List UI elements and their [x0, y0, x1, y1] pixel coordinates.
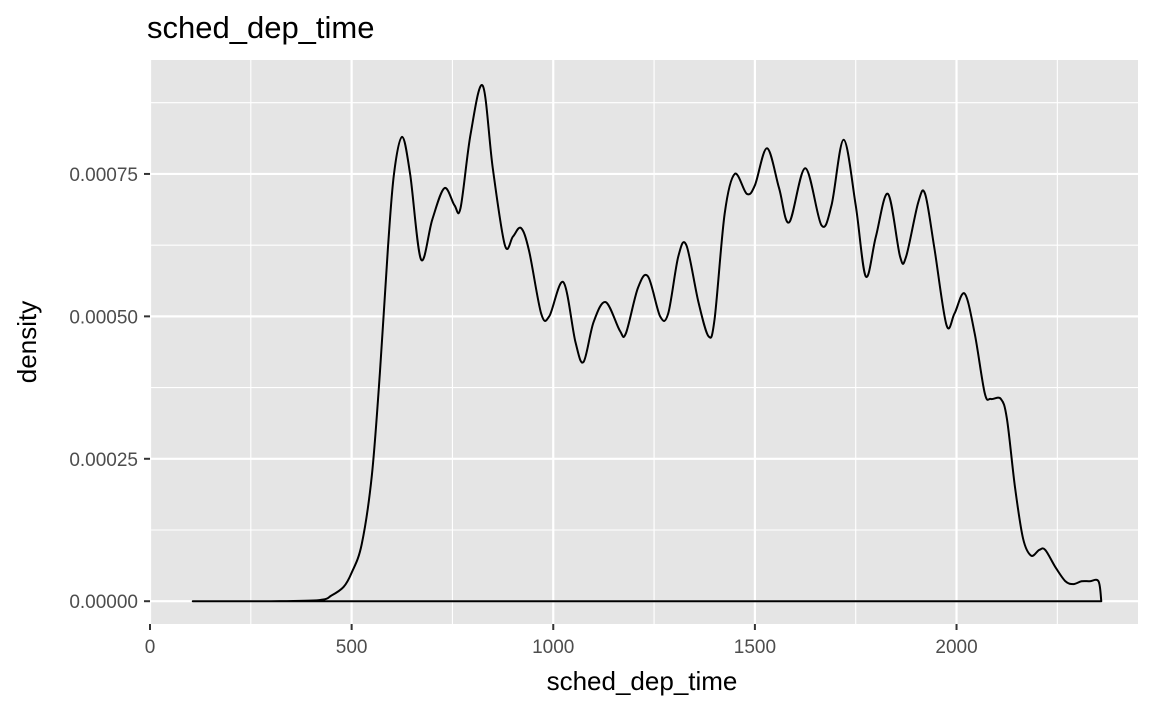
- x-tick-label: 1500: [734, 637, 776, 658]
- y-tick-label: 0.00025: [69, 450, 138, 471]
- x-tick-label: 0: [145, 637, 156, 658]
- y-tick-label: 0.00050: [69, 307, 138, 328]
- density-curve: [191, 84, 1103, 603]
- y-axis: 0.00000 0.00025 0.00050 0.00075: [69, 165, 150, 613]
- x-tick-label: 2000: [935, 637, 977, 658]
- x-axis: 0 500 1000 1500 2000: [145, 624, 978, 658]
- minor-gridlines: [150, 60, 1138, 624]
- x-axis-title: sched_dep_time: [547, 666, 738, 696]
- y-axis-title: density: [12, 301, 42, 383]
- plot-panel: [150, 60, 1138, 624]
- x-tick-label: 1000: [532, 637, 574, 658]
- y-tick-label: 0.00075: [69, 165, 138, 186]
- y-tick-label: 0.00000: [69, 592, 138, 613]
- x-tick-label: 500: [336, 637, 368, 658]
- chart-title: sched_dep_time: [147, 10, 375, 45]
